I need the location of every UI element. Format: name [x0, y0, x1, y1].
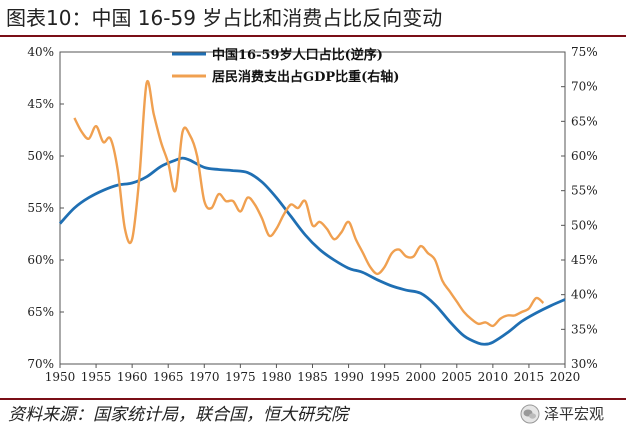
series-line-working-age [58, 156, 566, 346]
right-tick-label: 50% [571, 218, 598, 232]
right-tick-label: 60% [571, 149, 598, 163]
watermark: 泽平宏观 [520, 401, 620, 427]
x-tick-label: 2005 [442, 370, 473, 384]
legend: 中国16-59岁人口占比(逆序) 居民消费支出占GDP比重(右轴) [172, 47, 399, 85]
x-tick-label: 1970 [189, 370, 220, 384]
x-tick-label: 1990 [333, 370, 364, 384]
right-tick-label: 70% [571, 80, 598, 94]
x-tick-label: 1950 [45, 370, 76, 384]
left-tick-label: 50% [27, 149, 54, 163]
x-tick-label: 1995 [369, 370, 400, 384]
left-tick-label: 45% [27, 97, 54, 111]
x-tick-label: 1980 [261, 370, 292, 384]
x-axis: 1950 1955 1960 1965 1970 1975 1980 1985 1990 1995… [45, 364, 581, 384]
series-layer [58, 79, 566, 346]
top-rule [0, 35, 626, 37]
right-tick-label: 45% [571, 253, 598, 267]
watermark-text: 泽平宏观 [544, 405, 605, 423]
figure-title: 图表10：中国 16-59 岁占比和消费占比反向变动 [6, 6, 443, 30]
right-tick-label: 65% [571, 114, 598, 128]
x-tick-label: 1965 [153, 370, 184, 384]
left-tick-label: 70% [27, 357, 54, 371]
x-tick-label: 2000 [405, 370, 436, 384]
x-tick-label: 2010 [478, 370, 509, 384]
x-tick-label: 1985 [297, 370, 328, 384]
source-note: 资料来源：国家统计局，联合国，恒大研究院 [8, 405, 348, 425]
left-tick-label: 60% [27, 253, 54, 267]
right-tick-label: 40% [571, 288, 598, 302]
left-tick-label: 55% [27, 201, 54, 215]
right-tick-label: 55% [571, 184, 598, 198]
x-tick-label: 2015 [514, 370, 545, 384]
x-tick-label: 1960 [117, 370, 148, 384]
bottom-rule [0, 398, 626, 400]
left-tick-label: 40% [27, 45, 54, 59]
left-tick-label: 65% [27, 305, 54, 319]
x-tick-label: 2020 [550, 370, 581, 384]
right-tick-label: 30% [571, 357, 598, 371]
right-axis: 30% 35% 40% 45% 50% 55% 60% 65% 70% 75% [561, 45, 598, 371]
x-tick-label: 1975 [225, 370, 256, 384]
legend-label-working-age: 中国16-59岁人口占比(逆序) [212, 47, 383, 63]
line-chart: 40% 45% 50% 55% 60% 65% 70% 30% 35% 40% 45% 50% 55%… [27, 45, 598, 384]
x-tick-label: 1955 [81, 370, 112, 384]
left-axis: 40% 45% 50% 55% 60% 65% 70% [27, 45, 64, 371]
right-tick-label: 35% [571, 322, 598, 336]
right-tick-label: 75% [571, 45, 598, 59]
legend-label-consumption: 居民消费支出占GDP比重(右轴) [212, 69, 399, 85]
series-line-consumption [73, 79, 545, 328]
wechat-icon [520, 404, 540, 424]
